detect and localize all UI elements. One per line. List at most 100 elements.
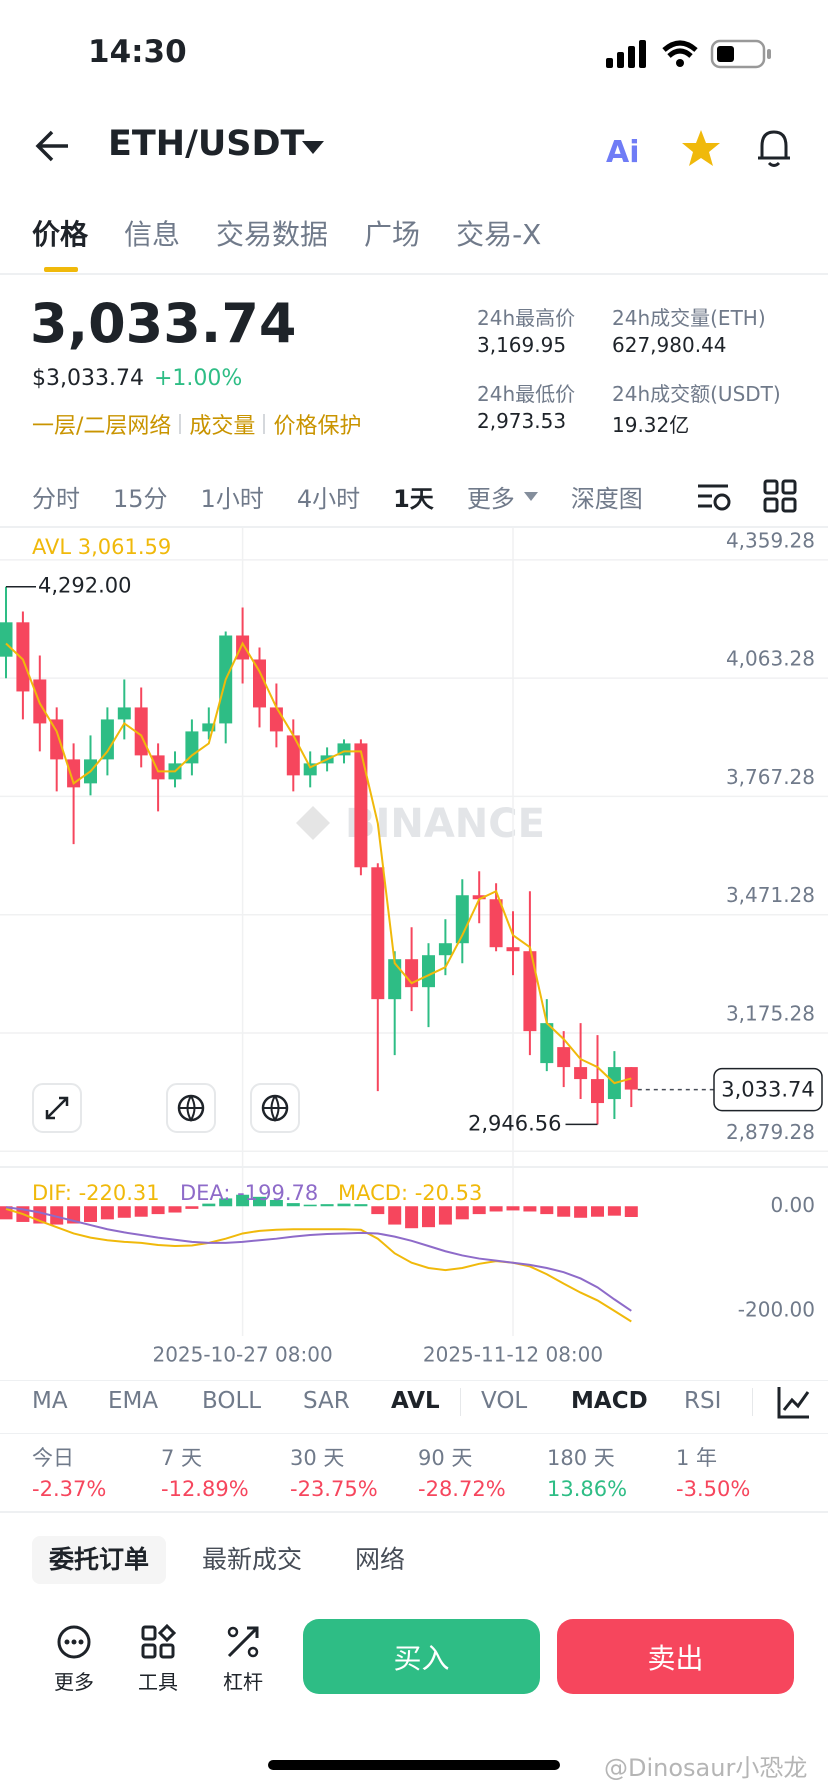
macd-bar bbox=[574, 1206, 588, 1218]
macd-bar bbox=[151, 1206, 165, 1215]
macd-bar bbox=[253, 1196, 266, 1207]
perf-period: 90 天 bbox=[418, 1446, 473, 1470]
candle-body bbox=[523, 951, 537, 1032]
candle-body bbox=[591, 1079, 604, 1104]
pair-title[interactable]: ETH/USDT bbox=[108, 124, 305, 164]
favorite-star[interactable] bbox=[680, 128, 722, 170]
perf-period: 1 年 bbox=[676, 1446, 718, 1470]
tool-label[interactable]: 更多 bbox=[54, 1670, 94, 1694]
macd-bar bbox=[236, 1194, 250, 1207]
order-tab[interactable]: 网络 bbox=[355, 1545, 406, 1574]
stat-label: 24h成交额(USDT) bbox=[612, 382, 781, 406]
candle-body bbox=[100, 719, 114, 760]
macd-bar bbox=[354, 1204, 368, 1207]
indicator-tab[interactable]: EMA bbox=[108, 1388, 159, 1414]
indicator-tab[interactable]: SAR bbox=[303, 1388, 350, 1414]
ticker-link[interactable]: 价格保护 bbox=[273, 414, 362, 439]
candle-body bbox=[506, 947, 520, 952]
interval[interactable]: 更多 bbox=[466, 484, 515, 513]
tool-icon[interactable] bbox=[56, 1624, 92, 1660]
tool-label[interactable]: 工具 bbox=[138, 1670, 178, 1694]
indicator-tab[interactable]: MACD bbox=[571, 1388, 648, 1414]
interval[interactable]: 15分 bbox=[113, 484, 168, 513]
tab[interactable]: 交易数据 bbox=[216, 218, 329, 251]
avl-line bbox=[5, 641, 632, 1085]
layout-grid[interactable] bbox=[762, 478, 798, 514]
candle-body bbox=[134, 707, 148, 756]
y-tick-label: 4,359.28 bbox=[726, 528, 815, 552]
divider bbox=[0, 1433, 828, 1434]
ticker-link[interactable]: 一层/二层网络 bbox=[32, 414, 172, 439]
perf-period: 7 天 bbox=[161, 1446, 203, 1470]
order-tab[interactable]: 最新成交 bbox=[202, 1545, 303, 1574]
back-button[interactable] bbox=[32, 128, 72, 164]
indicator-tab[interactable]: BOLL bbox=[202, 1388, 262, 1414]
home-indicator bbox=[268, 1760, 560, 1770]
indicator-tab[interactable]: AVL bbox=[391, 1388, 440, 1414]
indicator-tab[interactable]: MA bbox=[32, 1388, 68, 1414]
buy-button[interactable]: 买入 bbox=[303, 1619, 540, 1694]
y-tick-label: 3,767.28 bbox=[726, 765, 815, 789]
candle-body bbox=[202, 723, 216, 732]
candle-body bbox=[337, 743, 351, 756]
expand-button[interactable] bbox=[32, 1083, 82, 1133]
interval[interactable]: 1小时 bbox=[200, 484, 264, 513]
macd-bar bbox=[134, 1206, 148, 1217]
candle-body bbox=[286, 735, 300, 776]
stat-value: 2,973.53 bbox=[477, 409, 567, 433]
alert-bell[interactable] bbox=[754, 126, 794, 170]
candle-body bbox=[371, 867, 385, 1000]
macd-bar bbox=[607, 1206, 621, 1216]
interval[interactable]: 4小时 bbox=[296, 484, 361, 513]
chart-settings[interactable] bbox=[694, 478, 738, 514]
order-tab[interactable]: 委托订单 bbox=[32, 1536, 167, 1584]
candle-body bbox=[557, 1047, 571, 1068]
macd-bar bbox=[506, 1206, 520, 1211]
candle-body bbox=[472, 895, 486, 900]
indicator-separator bbox=[752, 1388, 753, 1416]
fiat-price: $3,033.74 bbox=[32, 366, 144, 391]
candle-body bbox=[236, 635, 250, 660]
ai-icon[interactable]: Ai bbox=[604, 130, 652, 170]
candle-body bbox=[574, 1067, 588, 1080]
tab[interactable]: 价格 bbox=[32, 218, 89, 251]
candle-body bbox=[354, 743, 368, 868]
candle-body bbox=[489, 899, 503, 948]
tool-icon[interactable] bbox=[225, 1624, 261, 1660]
price-change: +1.00% bbox=[153, 366, 243, 391]
macd-bar bbox=[624, 1206, 638, 1217]
candle-body bbox=[168, 763, 182, 780]
indicator-button[interactable] bbox=[166, 1083, 216, 1133]
fiat-row: $3,033.74 +1.00% bbox=[32, 366, 242, 391]
interval[interactable]: 1天 bbox=[393, 484, 434, 513]
y-tick-label: -200.00 bbox=[738, 1297, 815, 1321]
macd-bar bbox=[371, 1206, 385, 1215]
macd-bar bbox=[523, 1206, 537, 1212]
perf-period: 30 天 bbox=[290, 1446, 345, 1470]
tab[interactable]: 交易-X bbox=[456, 218, 542, 251]
tab[interactable]: 信息 bbox=[124, 218, 181, 251]
indicator-settings[interactable] bbox=[776, 1384, 812, 1420]
tab[interactable]: 广场 bbox=[364, 218, 421, 251]
indicator-button[interactable] bbox=[250, 1083, 300, 1133]
candle-body bbox=[422, 955, 435, 988]
perf-change: 13.86% bbox=[547, 1477, 628, 1501]
perf-change: -23.75% bbox=[290, 1477, 378, 1501]
ticker-link[interactable]: 成交量 bbox=[189, 414, 256, 439]
macd-line bbox=[5, 1206, 632, 1312]
indicator-tab[interactable]: VOL bbox=[481, 1388, 528, 1414]
tool-icon[interactable] bbox=[140, 1624, 176, 1660]
pair-dropdown[interactable] bbox=[300, 138, 326, 156]
interval[interactable]: 分时 bbox=[32, 484, 80, 513]
macd-bar bbox=[33, 1206, 47, 1224]
tool-label[interactable]: 杠杆 bbox=[223, 1670, 263, 1694]
candle-body bbox=[388, 959, 402, 1000]
indicator-tab[interactable]: RSI bbox=[684, 1388, 722, 1414]
macd-legend: MACD: -20.53 bbox=[338, 1181, 482, 1205]
candle-body bbox=[67, 759, 81, 788]
divider bbox=[0, 1380, 828, 1381]
macd-bar bbox=[405, 1206, 419, 1229]
sell-button[interactable]: 卖出 bbox=[557, 1619, 794, 1694]
interval[interactable]: 深度图 bbox=[570, 484, 642, 513]
